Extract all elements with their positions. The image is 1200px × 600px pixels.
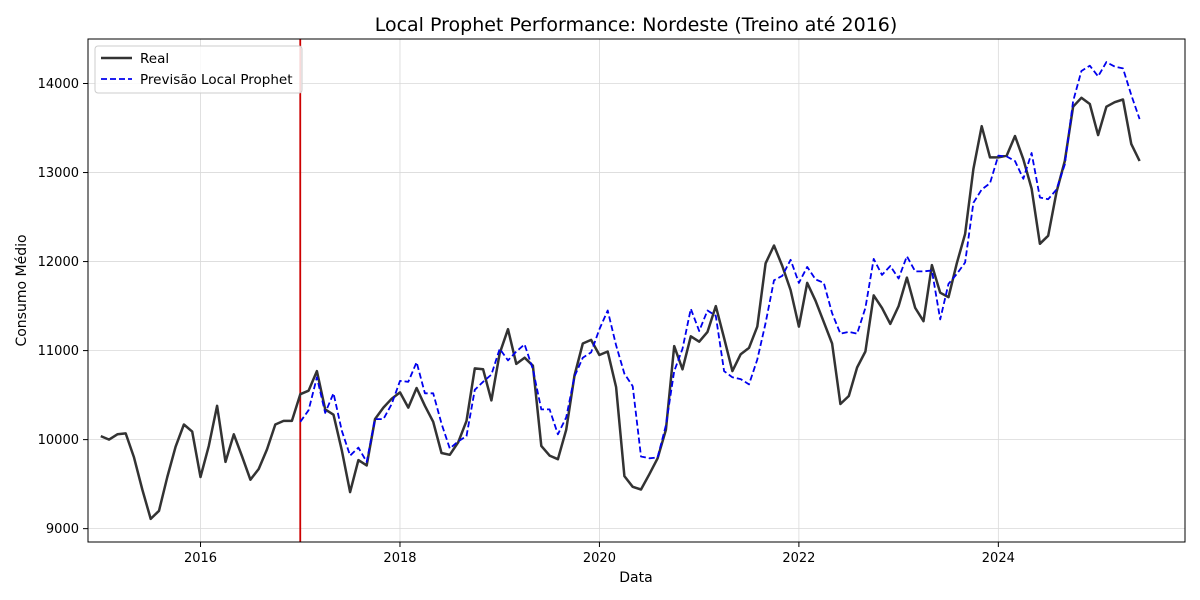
x-tick-label: 2016 [184, 551, 217, 566]
x-tick-label: 2018 [383, 551, 416, 566]
y-tick-label: 11000 [38, 344, 79, 359]
x-axis-ticks: 2016 2018 2020 2022 2024 [184, 542, 1015, 566]
series-line-forecast [299, 61, 1141, 463]
series-line-real [100, 96, 1141, 521]
series-group [100, 61, 1141, 521]
x-tick-label: 2022 [782, 551, 815, 566]
y-tick-label: 9000 [46, 522, 79, 537]
legend: Real Previsão Local Prophet [94, 45, 303, 94]
y-tick-label: 13000 [38, 166, 79, 181]
legend-box [94, 45, 303, 94]
x-tick-label: 2020 [583, 551, 616, 566]
y-axis-ticks: 9000 10000 11000 12000 13000 14000 [38, 77, 88, 537]
y-tick-label: 14000 [38, 77, 79, 92]
x-tick-label: 2024 [982, 551, 1015, 566]
y-tick-label: 10000 [38, 433, 79, 448]
y-axis-label: Consumo Médio [14, 234, 30, 346]
plot-frame [87, 38, 1186, 543]
legend-label-forecast: Previsão Local Prophet [140, 72, 292, 88]
x-axis-label: Data [619, 570, 652, 586]
y-tick-label: 12000 [38, 255, 79, 270]
chart-title: Local Prophet Performance: Nordeste (Tre… [375, 14, 898, 36]
grid [88, 39, 1185, 542]
legend-label-real: Real [140, 51, 169, 67]
